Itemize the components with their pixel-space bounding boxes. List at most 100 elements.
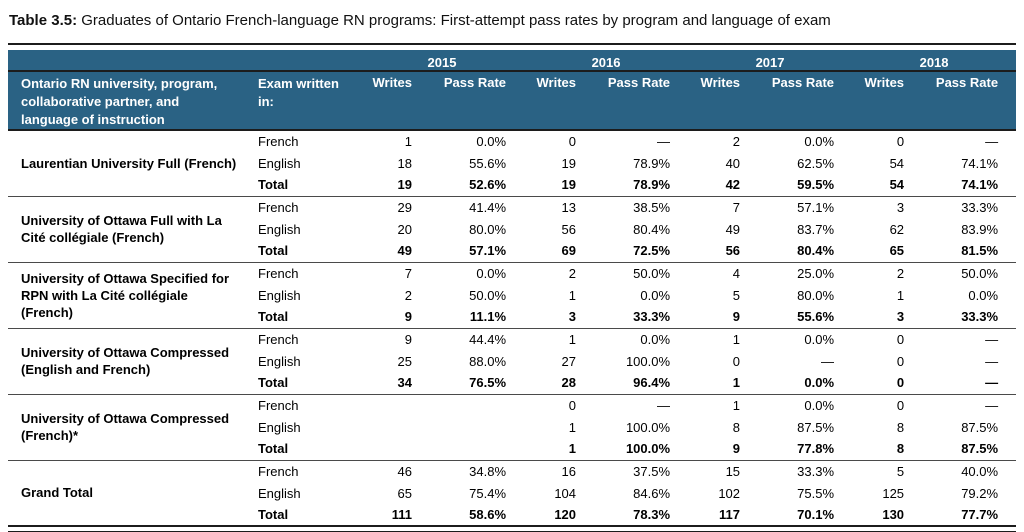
table-row: Laurentian University Full (French) Frenc… [8,130,1016,171]
pass-rate-cell: 0.0% [640,287,671,303]
year-header-spacer [8,50,360,72]
writes-cell: 2 [852,261,913,284]
writes-cell: 27 [561,353,577,369]
writes-cell: 0 [852,393,913,416]
table-row: University of Ottawa Full with La Cité c… [8,195,1017,262]
pass-rate-column-header: Pass Rate [584,71,689,131]
writes-cell: 42 [725,177,741,193]
pass-rate-cell: 80.0% [797,287,835,303]
pass-rate-cell: — [985,375,999,391]
writes-cell: 4 [688,261,749,284]
exam-column-header: Exam written in: [250,71,360,131]
writes-cell: 1 [688,393,749,416]
pass-rate-cell: 0.0% [476,134,507,149]
writes-cell: 34 [397,375,412,391]
pass-rate-cell [420,416,524,438]
table-number-label: Table 3.5: [9,12,78,29]
table-row: Total 34 76.5% 28 96.4% 1 0.0% 0 — [8,372,1016,394]
writes-cell: 1 [568,441,577,457]
program-cell: Grand Total [8,459,250,526]
writes-cell: 1 [568,419,577,435]
pass-rate-cell: 55.6% [797,309,835,325]
exam-language-cell: English [258,419,301,435]
pass-rate-cell: 59.5% [797,177,835,193]
table-row: Total 1 100.0% 9 77.8% 8 87.5% [8,438,1016,460]
pass-rate-cell: 50.0% [912,261,1017,284]
pass-rate-cell: 100.0% [625,353,671,369]
pass-rate-cell: 33.3% [961,309,999,325]
pass-rate-cell: 57.1% [469,243,507,259]
pass-rate-cell: 0.0% [748,327,853,350]
table-row: University of Ottawa Specified for RPN w… [8,261,1017,328]
table-row: Total 111 58.6% 120 78.3% 117 70.1% 130 77.7% [8,504,1016,526]
pass-rate-cell: 83.7% [797,221,835,237]
writes-cell: 5 [852,459,913,482]
program-cell: University of Ottawa Full with La Cité c… [8,195,250,262]
pass-rate-cell: 87.5% [961,419,999,435]
writes-cell: 40 [725,155,741,171]
writes-cell: 8 [896,419,905,435]
writes-cell: 2 [524,261,585,284]
pass-rate-cell: 38.5% [584,195,689,218]
writes-cell: 46 [360,459,420,482]
pass-rate-cell: 44.4% [420,327,525,350]
pass-rate-cell: 78.3% [633,507,671,522]
pass-rate-cell: 83.9% [961,221,999,237]
exam-language-cell: Total [258,375,289,391]
table-row: English 18 55.6% 19 78.9% 40 62.5% 54 74.1% [8,152,1016,174]
table-row: English 2 50.0% 1 0.0% 5 80.0% 1 0.0% [8,284,1016,306]
pass-rate-column-header: Pass Rate [420,71,525,131]
year-header: 2017 [688,50,853,72]
pass-rate-cell: — [821,353,835,369]
pass-rate-cell: — [657,134,671,149]
pass-rate-cell: 78.9% [633,177,671,193]
pass-rate-cell: 0.0% [748,393,853,416]
table-header: 2015 2016 2017 2018 Ontario RN universit… [8,50,1017,131]
pass-rate-cell: 11.1% [469,309,507,325]
pass-rate-cell: 77.8% [797,441,835,457]
writes-cell: 0 [568,134,577,149]
pass-rate-cell: 58.6% [469,507,507,522]
writes-cell: 7 [360,261,420,284]
writes-cell: 29 [360,195,420,218]
writes-cell: 2 [732,134,741,149]
table-title: Table 3.5: Graduates of Ontario French-l… [0,0,1024,30]
writes-cell: 49 [397,243,412,259]
program-cell: University of Ottawa Compressed (English… [8,327,250,394]
exam-language-cell: Total [258,507,289,522]
pass-rate-cell: 57.1% [748,195,853,218]
pass-rate-cell [420,438,524,460]
year-header: 2018 [852,50,1017,72]
writes-cell: 120 [554,507,577,522]
writes-cell: 0 [896,134,905,149]
writes-cell: 28 [561,375,577,391]
exam-language-cell: French [250,261,360,284]
writes-cell: 9 [404,309,412,325]
exam-language-cell: Total [258,441,289,457]
writes-cell: 56 [725,243,741,259]
writes-cell: 62 [889,221,905,237]
exam-language-cell: English [258,221,301,237]
exam-language-cell: French [250,459,360,482]
year-header: 2015 [360,50,525,72]
pass-rate-cell [420,393,525,416]
writes-cell: 19 [561,155,577,171]
table-row: Grand Total French 46 34.8% 16 37.5% 15 33.3% 5 4… [8,459,1017,526]
writes-cell: 8 [896,441,905,457]
writes-cell: 54 [889,177,905,193]
writes-cell: 104 [554,485,577,501]
writes-cell: 25 [397,353,412,369]
pass-rate-cell: 80.4% [797,243,835,259]
pass-rate-cell: 80.4% [633,221,671,237]
table-row: English 25 88.0% 27 100.0% 0 — 0 — [8,350,1016,372]
table-row: Total 19 52.6% 19 78.9% 42 59.5% 54 74.1% [8,174,1016,196]
pass-rate-cell: 0.0% [968,287,999,303]
pass-rate-cell: 79.2% [961,485,999,501]
pass-rate-cell: 37.5% [584,459,689,482]
writes-cell: 9 [732,309,741,325]
table-row: Total 49 57.1% 69 72.5% 56 80.4% 65 81.5% [8,240,1016,262]
writes-cell: 19 [397,177,412,193]
writes-cell: 7 [688,195,749,218]
exam-language-cell: Total [258,177,289,193]
table-row: University of Ottawa Compressed (French)… [8,393,1017,460]
